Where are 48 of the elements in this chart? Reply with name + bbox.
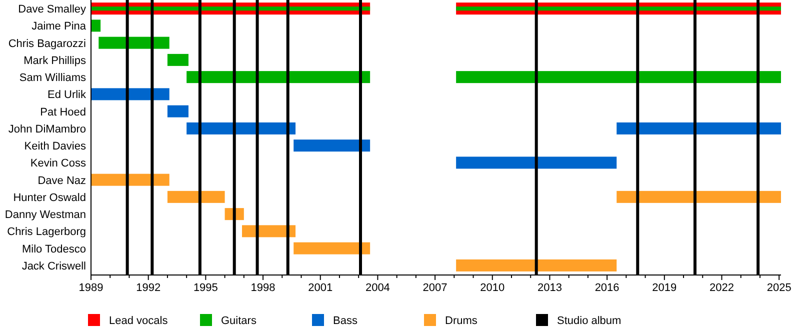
x-tick-label: 1998 (250, 282, 276, 294)
bar (167, 54, 188, 66)
x-tick-label: 2001 (308, 282, 333, 294)
bar (186, 71, 370, 84)
x-tick-label: 1992 (136, 282, 161, 294)
bar (294, 140, 370, 152)
y-tick-label: Keith Davies (24, 140, 86, 153)
y-tick-label: Mark Phillips (24, 54, 86, 67)
bar (456, 156, 617, 169)
x-tick-label: 2016 (594, 282, 620, 294)
y-tick-label: Danny Westman (4, 209, 86, 222)
x-tick-label: 2022 (710, 282, 734, 294)
y-tick-label: Kevin Coss (30, 158, 86, 170)
y-tick-label: Milo Todesco (22, 243, 86, 256)
x-tick-label: 1989 (78, 282, 104, 294)
bar (294, 242, 370, 254)
bar (91, 88, 170, 100)
legend-label: Bass (333, 315, 358, 327)
bar (91, 20, 101, 32)
y-tick-label: Ed Urlik (47, 89, 86, 102)
x-tick-label: 2010 (480, 282, 505, 294)
bar (167, 105, 188, 118)
y-tick-label: Hunter Oswald (13, 192, 86, 204)
y-tick-label: Pat Hoed (40, 106, 86, 118)
y-tick-label: Jaime Pina (32, 20, 87, 33)
bar (616, 122, 781, 134)
legend-label: Lead vocals (109, 315, 168, 327)
legend-label: Guitars (221, 315, 257, 327)
x-tick-label: 2019 (652, 282, 677, 294)
y-tick-label: Chris Lagerborg (7, 226, 86, 238)
x-tick-label: 2025 (766, 282, 792, 294)
bar (98, 36, 170, 49)
x-tick-label: 2007 (422, 282, 448, 294)
bar (91, 174, 170, 186)
legend-label: Drums (445, 315, 478, 327)
y-tick-label: Dave Smalley (18, 4, 86, 16)
bar (167, 190, 225, 203)
y-tick-label: Jack Criswell (22, 260, 86, 272)
y-tick-label: Chris Bagarozzi (8, 38, 86, 50)
x-tick-label: 1995 (193, 282, 218, 294)
bar (616, 190, 781, 203)
bar (456, 259, 617, 272)
y-tick-label: John DiMambro (8, 123, 86, 136)
y-tick-label: Dave Naz (38, 174, 86, 187)
x-tick-label: 2013 (537, 282, 562, 294)
y-tick-label: Sam Williams (19, 72, 86, 84)
legend-label: Studio album (557, 315, 622, 327)
x-tick-label: 2004 (365, 282, 390, 294)
